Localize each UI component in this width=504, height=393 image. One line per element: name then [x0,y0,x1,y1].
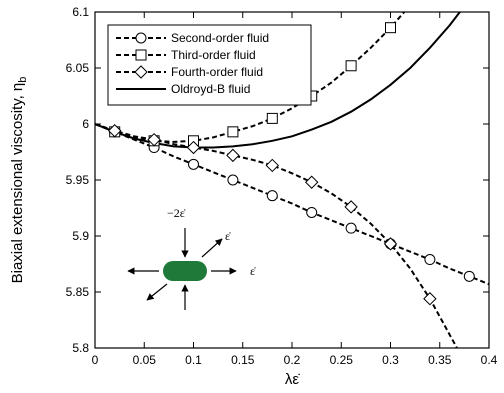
data-point-diamond [107,124,122,138]
inset-arrow-upper-right [201,238,223,258]
y-tick-label: 6.05 [66,61,90,75]
y-tick-label: 6.1 [72,5,89,19]
data-point-diamond [265,158,280,173]
data-point-diamond [344,200,358,214]
y-tick-label: 5.9 [72,229,89,243]
data-point-circle [345,222,357,234]
x-tick-label: 0.1 [185,353,202,367]
series-line-2 [95,123,459,348]
y-axis-title-main: Biaxial extensional viscosity, η [9,83,26,284]
x-tick-label: 0.15 [231,353,255,367]
y-tick-label: 5.8 [72,341,89,355]
data-point-circle [463,270,475,282]
y-tick-label: 5.95 [66,173,90,187]
x-tick-label: 0.25 [330,353,354,367]
legend-marker-circle [135,32,147,44]
y-tick-label: 5.85 [66,285,90,299]
inset-specimen-shape [163,261,207,281]
x-axis-title: λε̇ [285,371,300,388]
data-point-diamond [147,132,161,147]
x-tick-label: 0 [92,353,99,367]
data-point-diamond [304,175,319,189]
x-tick-label: 0.05 [133,353,157,367]
data-point-diamond [226,148,240,163]
legend-marker-diamond [134,65,148,79]
x-tick-labels: 0 0.05 0.1 0.15 0.2 0.25 0.3 0.35 0.4 [92,353,498,367]
legend-label-second-order: Second-order fluid [171,31,269,45]
data-point-circle [188,158,199,170]
x-tick-label: 0.3 [382,353,399,367]
series-line-0 [95,123,489,286]
inset-label-top: −2ε̇ [167,206,186,220]
data-point-diamond [383,237,398,251]
data-point-square [266,112,278,124]
x-tick-label: 0.2 [284,353,301,367]
data-point-square [345,60,357,72]
legend-label-fourth-order: Fourth-order fluid [171,65,263,79]
y-axis-title-subscript: b [17,77,29,83]
inset-arrow-lower-left [146,283,168,301]
y-tick-labels: 5.8 5.85 5.9 5.95 6 6.05 6.1 [66,5,90,355]
legend-label-oldroyd-b: Oldroyd-B fluid [171,82,250,96]
legend-label-third-order: Third-order fluid [171,48,256,62]
marker-layer [107,22,475,306]
data-point-square [227,126,239,138]
legend: Second-order fluid Third-order fluid Fou… [107,24,312,106]
x-tick-label: 0.35 [428,353,452,367]
y-axis-title: Biaxial extensional viscosity, ηb [9,77,29,284]
data-point-diamond [423,292,437,306]
axis-ticks [94,11,490,349]
inset-label-right: ε̇ [250,264,256,278]
data-point-diamond [186,140,201,155]
y-tick-label: 6 [82,117,89,131]
biaxial-flow-inset: −2ε̇ ε̇ ε̇ [127,206,256,310]
legend-marker-square [135,49,147,61]
series-line-3 [95,12,462,149]
data-point-circle [266,190,278,202]
data-point-circle [227,174,239,186]
data-point-square [385,22,396,34]
x-tick-label: 0.4 [481,353,498,367]
data-point-circle [424,254,436,266]
inset-label-diagonal: ε̇ [225,229,231,243]
data-point-circle [306,206,318,218]
